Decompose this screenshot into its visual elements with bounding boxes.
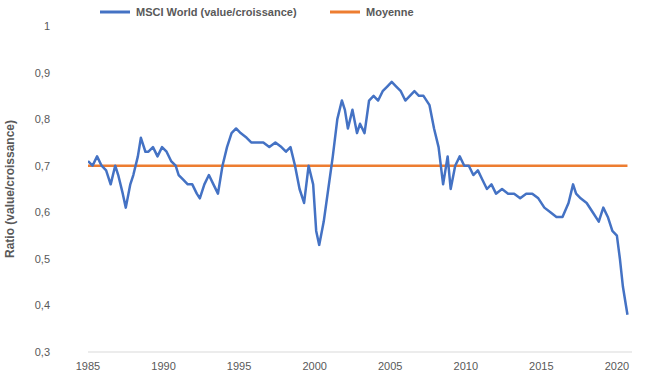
series-line: [88, 82, 627, 315]
legend-label: MSCI World (value/croissance): [136, 6, 297, 18]
x-tick-label: 2005: [378, 360, 402, 372]
y-tick-label: 0,4: [35, 299, 50, 311]
y-tick-label: 0,9: [35, 67, 50, 79]
x-tick-label: 2000: [302, 360, 326, 372]
y-tick-label: 0,8: [35, 113, 50, 125]
x-tick-label: 1985: [76, 360, 100, 372]
chart: 0,3 0,4 0,5 0,6 0,7 0,8 0,9 1 1985 1990 1995 2000 20…: [0, 0, 650, 384]
legend-swatch: [330, 11, 360, 14]
y-tick-label: 0,6: [35, 206, 50, 218]
x-tick-label: 1990: [151, 360, 175, 372]
x-tick-label: 2015: [529, 360, 553, 372]
y-tick-label: 0,7: [35, 160, 50, 172]
series-line: [88, 164, 627, 167]
y-tick-label: 1: [44, 20, 50, 32]
series-group: [88, 82, 627, 315]
y-axis-title: Ratio (value/croissance): [3, 120, 17, 258]
x-tick-label: 1995: [227, 360, 251, 372]
x-tick-label: 2020: [605, 360, 629, 372]
legend-label: Moyenne: [366, 6, 414, 18]
x-tick-label: 2010: [454, 360, 478, 372]
y-tick-label: 0,3: [35, 346, 50, 358]
x-axis-line: [88, 352, 632, 353]
legend-swatch: [100, 11, 130, 14]
y-tick-label: 0,5: [35, 253, 50, 265]
